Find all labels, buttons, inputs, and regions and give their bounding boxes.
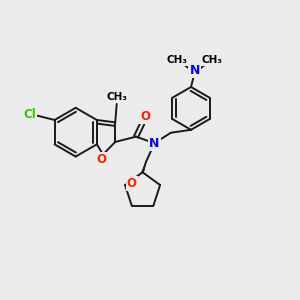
Text: O: O bbox=[140, 110, 150, 123]
Text: N: N bbox=[149, 137, 160, 150]
Text: O: O bbox=[97, 153, 106, 166]
Text: Cl: Cl bbox=[23, 108, 36, 121]
Text: O: O bbox=[127, 177, 136, 190]
Text: CH₃: CH₃ bbox=[106, 92, 127, 102]
Polygon shape bbox=[141, 162, 146, 172]
Text: N: N bbox=[189, 64, 200, 77]
Text: CH₃: CH₃ bbox=[166, 55, 187, 65]
Text: CH₃: CH₃ bbox=[202, 55, 223, 65]
